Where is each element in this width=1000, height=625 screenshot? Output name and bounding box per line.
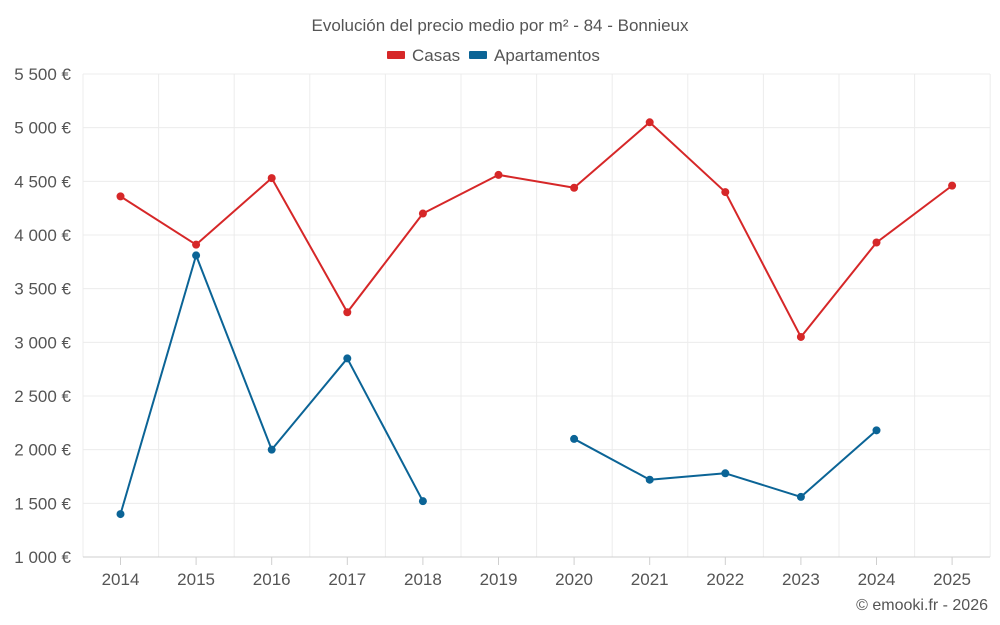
- data-point[interactable]: [872, 238, 881, 247]
- data-point[interactable]: [116, 510, 125, 519]
- data-point[interactable]: [645, 118, 654, 127]
- credit-text: © emooki.fr - 2026: [856, 597, 988, 614]
- data-point[interactable]: [570, 434, 579, 443]
- legend-label: Casas: [412, 46, 460, 65]
- data-point[interactable]: [343, 354, 352, 363]
- data-point[interactable]: [645, 475, 654, 484]
- y-tick-label: 4 000 €: [14, 226, 71, 245]
- y-tick-label: 5 500 €: [14, 65, 71, 84]
- data-point[interactable]: [418, 497, 427, 506]
- data-point[interactable]: [343, 308, 352, 317]
- y-tick-label: 1 500 €: [14, 494, 71, 513]
- series-apartamentos: [116, 251, 881, 519]
- x-tick-label: 2015: [177, 570, 215, 589]
- data-point[interactable]: [796, 332, 805, 341]
- series-casas: [116, 118, 957, 341]
- x-tick-label: 2024: [858, 570, 896, 589]
- data-point[interactable]: [721, 469, 730, 478]
- x-tick-label: 2016: [253, 570, 291, 589]
- data-point[interactable]: [192, 240, 201, 249]
- legend-item-casas[interactable]: Casas: [387, 46, 460, 65]
- series-line: [573, 429, 878, 498]
- legend-swatch: [387, 51, 405, 59]
- x-tick-label: 2022: [706, 570, 744, 589]
- data-point[interactable]: [872, 426, 881, 435]
- x-tick-label: 2014: [102, 570, 140, 589]
- grid: [82, 73, 991, 558]
- data-point[interactable]: [796, 492, 805, 501]
- data-point[interactable]: [192, 251, 201, 260]
- series-line: [119, 121, 953, 338]
- y-axis: 1 000 € 1 500 € 2 000 € 2 500 € 3 000 € 3 500…: [14, 65, 71, 567]
- x-tick-label: 2020: [555, 570, 593, 589]
- y-tick-label: 3 000 €: [14, 333, 71, 352]
- chart-title: Evolución del precio medio por m² - 84 -…: [311, 16, 689, 35]
- data-point[interactable]: [116, 192, 125, 201]
- legend-item-apartamentos[interactable]: Apartamentos: [469, 46, 600, 65]
- y-tick-label: 2 500 €: [14, 387, 71, 406]
- y-tick-label: 2 000 €: [14, 441, 71, 460]
- y-tick-label: 1 000 €: [14, 548, 71, 567]
- series-group: [116, 118, 957, 519]
- data-point[interactable]: [418, 209, 427, 218]
- data-point[interactable]: [570, 183, 579, 192]
- x-tick-label: 2021: [631, 570, 669, 589]
- series-line: [119, 254, 424, 515]
- x-tick-label: 2018: [404, 570, 442, 589]
- y-tick-label: 3 500 €: [14, 280, 71, 299]
- data-point[interactable]: [267, 174, 276, 183]
- legend-label: Apartamentos: [494, 46, 600, 65]
- data-point[interactable]: [948, 181, 957, 190]
- legend: Casas Apartamentos: [387, 46, 600, 65]
- data-point[interactable]: [494, 170, 503, 179]
- data-point[interactable]: [721, 188, 730, 197]
- x-axis: 2014 2015 2016 2017 2018 2019 2020 2021 2022 2023…: [102, 557, 971, 589]
- x-tick-label: 2023: [782, 570, 820, 589]
- legend-swatch: [469, 51, 487, 59]
- y-tick-label: 4 500 €: [14, 172, 71, 191]
- y-tick-label: 5 000 €: [14, 119, 71, 138]
- x-tick-label: 2019: [480, 570, 518, 589]
- x-tick-label: 2017: [328, 570, 366, 589]
- x-tick-label: 2025: [933, 570, 971, 589]
- data-point[interactable]: [267, 445, 276, 454]
